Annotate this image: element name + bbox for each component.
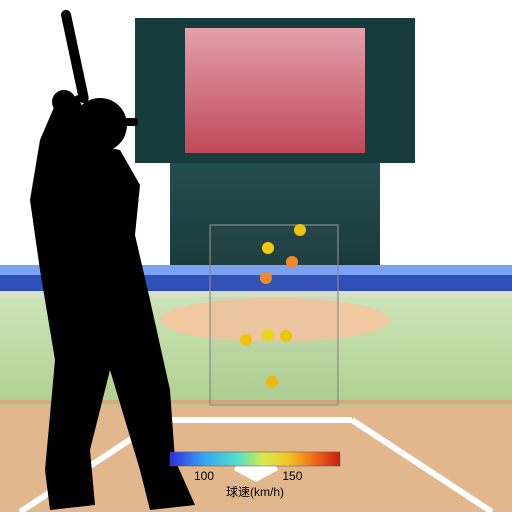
pitch-marker	[262, 329, 274, 341]
pitch-marker	[262, 242, 274, 254]
pitch-marker	[266, 376, 278, 388]
legend-label: 球速(km/h)	[226, 485, 284, 499]
scoreboard-screen	[185, 28, 365, 153]
pitch-marker	[240, 334, 252, 346]
legend-tick: 150	[282, 469, 302, 483]
legend-tick: 100	[194, 469, 214, 483]
pitch-marker	[260, 272, 272, 284]
pitch-marker	[280, 330, 292, 342]
pitch-location-chart: 100 150 球速(km/h)	[0, 0, 512, 512]
pitch-marker	[286, 256, 298, 268]
pitch-marker	[294, 224, 306, 236]
